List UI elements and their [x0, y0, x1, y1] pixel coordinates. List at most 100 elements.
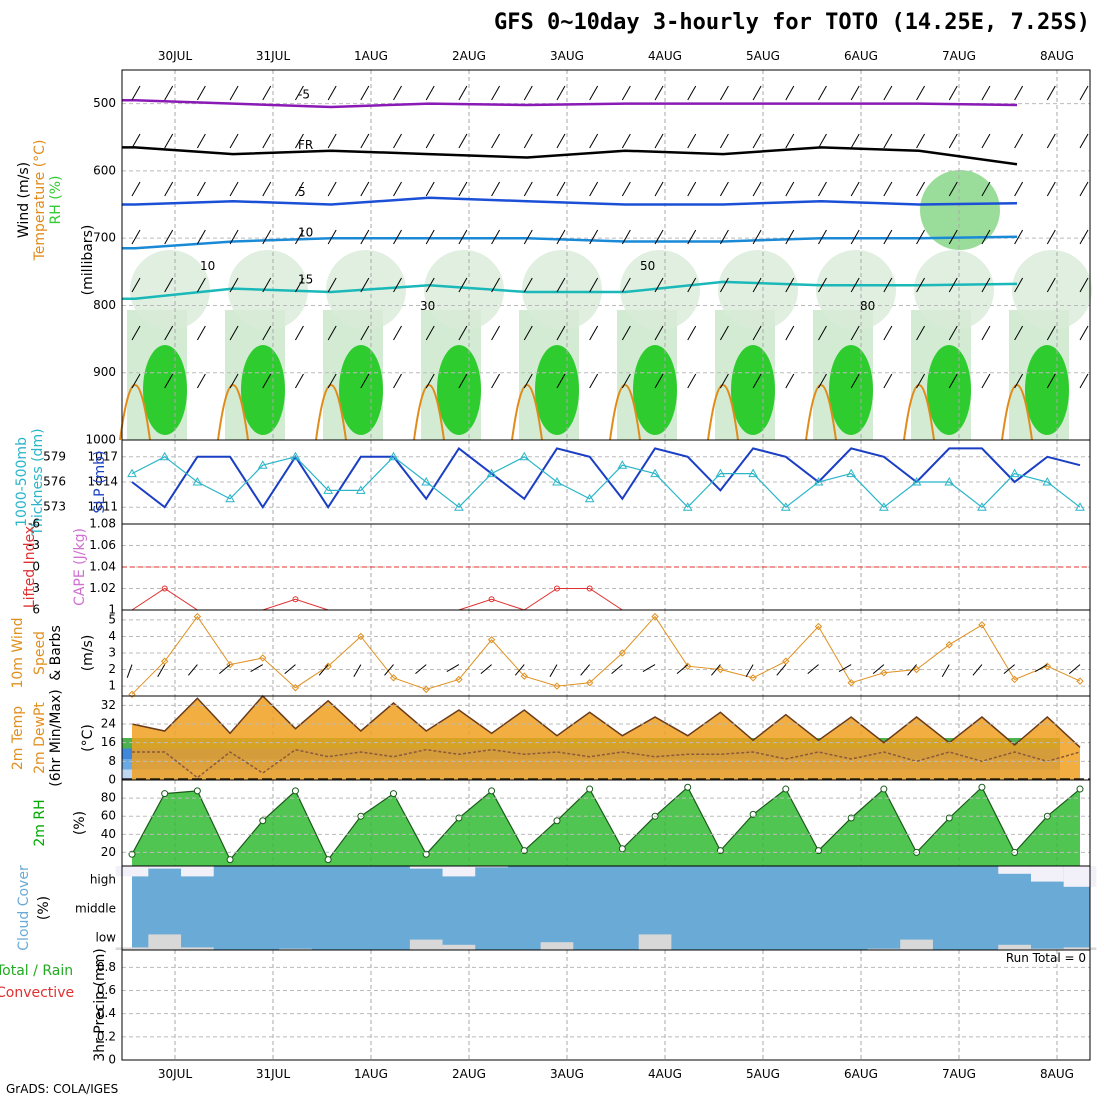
wind-barb: [687, 325, 697, 341]
wind-barb: [523, 325, 533, 341]
panel-axis-label: 3hr Precip (mm): [92, 948, 108, 1061]
panel-axis-label: (m/s): [80, 635, 96, 672]
wind10-barb: [250, 664, 264, 673]
wind-speed-marker: [978, 621, 986, 629]
wind-barb: [295, 133, 304, 149]
wind10-barb: [642, 664, 656, 673]
wind-barb: [948, 181, 958, 197]
wind-barb: [360, 277, 370, 293]
wind-barb: [262, 277, 272, 293]
cloud-layer-label: high: [90, 873, 116, 887]
wind-barb: [131, 85, 141, 101]
wind-barb: [491, 277, 501, 293]
rh-core: [143, 345, 187, 435]
wind-barb: [818, 181, 827, 197]
thickness-marker: [780, 502, 791, 511]
rh-core: [535, 345, 579, 435]
axis-label-line: 10m Wind: [10, 617, 26, 688]
tick-label: -3: [28, 538, 40, 552]
rh-patch: [424, 250, 504, 330]
tick-label: 24: [101, 717, 116, 731]
wind-barb: [883, 325, 893, 341]
wind-barb: [719, 181, 729, 197]
wind-barb: [1079, 373, 1089, 389]
axis-label-line: CAPE (J/kg): [72, 528, 88, 606]
high-cloud-gap: [475, 866, 508, 868]
wind-barb: [916, 373, 925, 389]
wind-barb: [1046, 373, 1056, 389]
wind10-barb: [1034, 664, 1048, 673]
wind-speed-marker: [455, 675, 463, 684]
wind-barb: [948, 325, 958, 341]
cape-marker: [488, 596, 495, 603]
rh-core: [339, 345, 383, 435]
wind-barb: [1079, 229, 1089, 245]
wind-barb: [556, 277, 566, 293]
wind-barb: [523, 229, 533, 245]
wind-barb: [654, 373, 664, 389]
axis-label-line: 2m RH: [32, 799, 48, 846]
thickness-marker: [159, 451, 170, 461]
wind10-barb: [972, 664, 983, 676]
rh2m-area: [132, 787, 1080, 866]
wind-barb: [360, 373, 370, 389]
wind-barb: [262, 133, 272, 149]
wind-barb: [621, 181, 631, 197]
wind-barb: [654, 229, 664, 245]
wind-barb: [425, 133, 435, 149]
wind-barb: [458, 277, 468, 293]
tick-label: 3: [108, 646, 116, 660]
wind-barb: [131, 325, 141, 341]
wind-barb: [1079, 277, 1089, 293]
wind10-barb: [219, 664, 231, 674]
panel-axis-label: 10m Wind: [10, 617, 26, 688]
wind-barb: [752, 229, 762, 245]
rh2m-marker: [586, 785, 594, 793]
wind-barb: [785, 181, 795, 197]
wind-barb: [687, 229, 697, 245]
wind-barb: [523, 133, 533, 149]
thickness-line: [131, 455, 1081, 509]
wind-barb: [916, 85, 925, 101]
wind-barb: [262, 85, 272, 101]
wind-barb: [491, 85, 501, 101]
panel-axis-label: Lifted Index: [22, 526, 38, 608]
wind-speed-marker: [553, 682, 561, 690]
wind-barb: [850, 373, 860, 389]
high-cloud-gap: [998, 866, 1031, 874]
wind-barb: [131, 373, 141, 389]
wind-barb: [393, 373, 402, 389]
wind-barb: [654, 181, 664, 197]
tick-label: 5: [108, 612, 116, 626]
axis-label-line: Lifted Index: [22, 526, 38, 608]
wind10-barb: [353, 664, 362, 677]
date-label-bottom: 7AUG: [942, 1067, 976, 1081]
wind10-barb: [549, 664, 558, 677]
wind-barb: [131, 133, 141, 149]
wind-barb: [850, 229, 860, 245]
axis-label-line: 2m Temp: [10, 706, 26, 770]
wind-barb: [719, 325, 729, 341]
wind-barb: [295, 325, 304, 341]
grads-credit: GrADS: COLA/IGES: [6, 1082, 119, 1096]
rh-patch: [1012, 250, 1092, 330]
rh2m-marker: [782, 785, 790, 793]
wind-barb: [229, 229, 239, 245]
wind-barb: [687, 85, 697, 101]
wind-speed-marker: [520, 672, 528, 680]
wind-barb: [393, 181, 402, 197]
wind-barb: [1079, 85, 1089, 101]
wind-barb: [131, 181, 141, 197]
date-label-bottom: 31JUL: [256, 1067, 291, 1081]
wind-barb: [589, 85, 599, 101]
wind-barb: [295, 229, 304, 245]
thickness-marker: [388, 451, 399, 461]
wind-barb: [360, 229, 370, 245]
wind-speed-marker: [749, 674, 757, 682]
high-cloud-gap: [148, 866, 182, 869]
wind-speed-marker: [847, 679, 855, 687]
wind10-barb: [157, 664, 166, 677]
tick-label: -6: [28, 517, 40, 531]
wind-barb: [196, 229, 206, 245]
tick-label: 16: [101, 735, 116, 749]
